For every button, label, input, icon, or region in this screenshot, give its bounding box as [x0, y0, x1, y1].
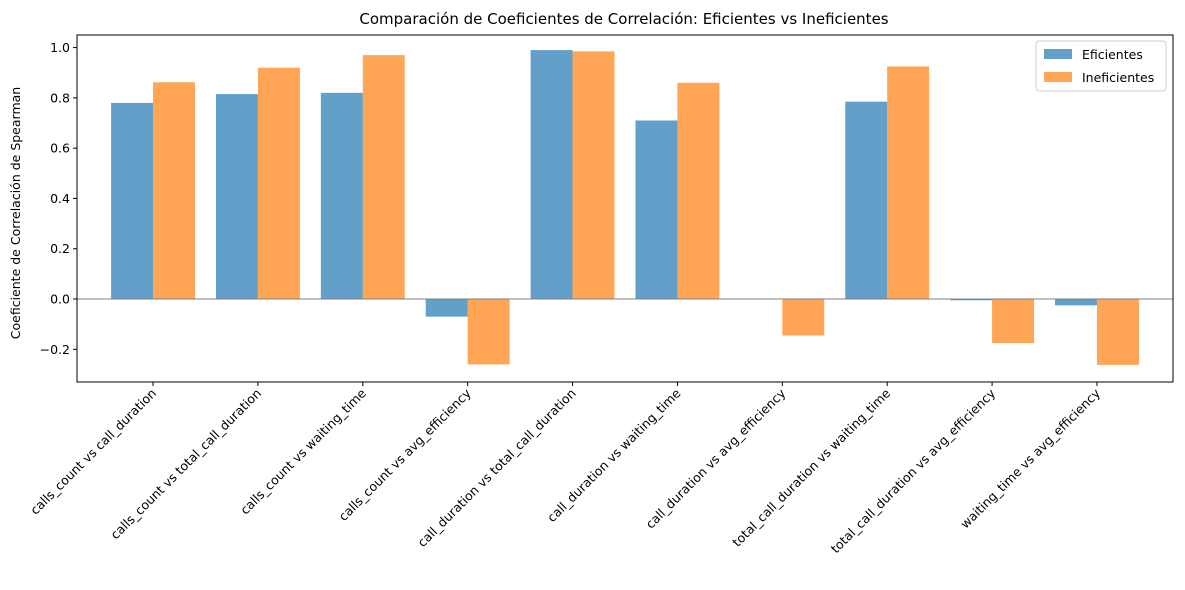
bar-ineficientes [153, 82, 195, 300]
y-tick-label: 0.4 [50, 191, 70, 206]
y-tick-label: 0.2 [50, 241, 70, 256]
x-tick-label: calls_count vs call_duration [27, 386, 159, 518]
legend-label: Ineficientes [1082, 70, 1154, 85]
y-ticks-group: −0.2 0.0 0.2 0.4 0.6 0.8 1.0 [40, 40, 77, 357]
bar-ineficientes [1096, 299, 1139, 365]
legend: Eficientes Ineficientes [1035, 40, 1167, 92]
bar-eficientes [425, 299, 468, 317]
bar-ineficientes [362, 55, 405, 300]
x-tick-label: total_call_duration vs avg_efficiency [828, 385, 999, 556]
y-axis-label: Coeficiente de Correlación de Spearman [8, 87, 23, 339]
bar-eficientes [950, 299, 993, 301]
bar-ineficientes [572, 51, 615, 300]
bar-ineficientes [782, 299, 825, 336]
bar-ineficientes [257, 67, 300, 300]
bar-eficientes [215, 94, 258, 300]
bar-ineficientes [677, 82, 720, 300]
bar-eficientes [1055, 299, 1097, 306]
bar-eficientes [530, 50, 573, 300]
bars-group [111, 50, 1139, 365]
y-tick-label: −0.2 [40, 342, 70, 357]
bar-eficientes [111, 102, 154, 300]
bar-ineficientes [887, 66, 930, 300]
x-tick-label: calls_count vs waiting_time [237, 385, 369, 517]
chart-title: Comparación de Coeficientes de Correlaci… [359, 10, 888, 28]
bar-eficientes [845, 101, 888, 300]
y-tick-label: 0.8 [50, 90, 70, 105]
bar-eficientes [635, 120, 678, 300]
legend-swatch-ineficientes [1044, 72, 1072, 82]
y-tick-label: 1.0 [50, 40, 70, 55]
x-ticks-group: calls_count vs call_duration calls_count … [27, 382, 1104, 556]
bar-eficientes [320, 92, 363, 300]
legend-swatch-eficientes [1044, 49, 1072, 59]
plot-frame [76, 34, 1174, 383]
y-tick-label: 0.6 [50, 141, 70, 156]
y-tick-label: 0.0 [50, 292, 70, 307]
legend-label: Eficientes [1082, 47, 1143, 62]
bar-ineficientes [467, 299, 510, 365]
bar-ineficientes [992, 299, 1035, 344]
